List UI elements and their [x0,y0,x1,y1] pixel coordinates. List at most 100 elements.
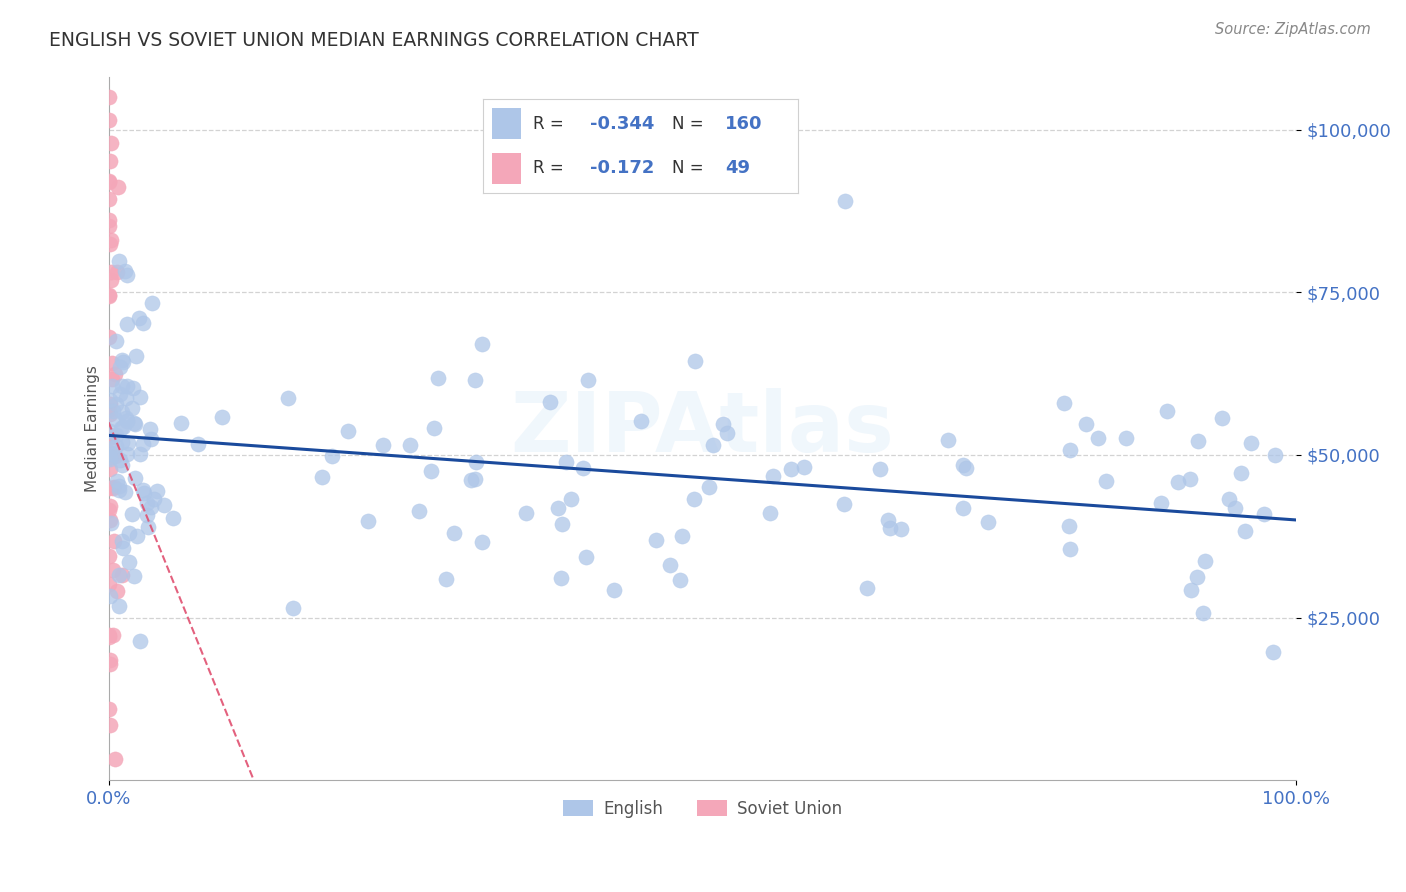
Point [111,568,134,582]
Point [110,435,132,450]
Point [471,336,494,351]
Point [1057,519,1080,533]
Point [100,233,122,247]
Point [187,437,209,451]
Point [869,461,891,475]
Point [464,373,486,387]
Point [135,508,157,522]
Point [98,89,121,103]
Point [98,513,121,527]
Point [575,550,598,565]
Point [132,316,155,330]
Point [1087,431,1109,445]
Point [98,718,121,732]
Point [121,401,143,416]
Point [856,581,879,595]
Point [98,631,121,645]
Point [110,353,132,368]
Point [141,295,163,310]
Point [283,600,305,615]
Point [132,437,155,451]
Point [834,194,856,208]
Point [101,429,124,443]
Point [336,424,359,438]
Point [115,317,138,331]
Point [112,420,135,434]
Point [98,445,121,459]
Point [832,497,855,511]
Point [124,349,146,363]
Point [139,500,162,514]
Point [122,569,145,583]
Point [464,472,486,486]
Point [112,541,135,555]
Point [793,460,815,475]
Point [630,414,652,428]
Point [115,446,138,460]
Point [515,506,537,520]
Point [100,136,122,150]
Point [143,491,166,506]
Point [538,394,561,409]
Text: ZIPAtlas: ZIPAtlas [510,388,894,469]
Text: Source: ZipAtlas.com: Source: ZipAtlas.com [1215,22,1371,37]
Point [103,563,125,577]
Point [103,628,125,642]
Point [122,381,145,395]
Point [103,404,125,418]
Point [98,503,121,517]
Point [682,491,704,506]
Point [98,237,121,252]
Point [671,528,693,542]
Point [98,403,121,417]
Point [976,515,998,529]
Point [104,368,127,382]
Point [471,535,494,549]
Point [107,568,129,582]
Point [128,634,150,648]
Point [111,405,134,419]
Point [103,479,125,493]
Point [572,460,595,475]
Point [1192,607,1215,621]
Point [98,213,121,227]
Point [890,522,912,536]
Point [1211,410,1233,425]
Point [111,458,134,472]
Point [1149,496,1171,510]
Point [211,409,233,424]
Text: ENGLISH VS SOVIET UNION MEDIAN EARNINGS CORRELATION CHART: ENGLISH VS SOVIET UNION MEDIAN EARNINGS … [49,31,699,50]
Point [399,438,422,452]
Point [697,480,720,494]
Point [1253,507,1275,521]
Point [1218,491,1240,506]
Point [371,438,394,452]
Point [105,334,128,348]
Point [952,458,974,472]
Point [170,416,193,430]
Point [98,289,121,303]
Legend: English, Soviet Union: English, Soviet Union [557,793,848,825]
Point [659,558,682,572]
Point [122,416,145,430]
Point [460,473,482,487]
Point [1187,434,1209,448]
Point [101,379,124,393]
Point [1156,403,1178,417]
Point [426,371,449,385]
Point [146,484,169,499]
Point [117,436,139,450]
Point [547,500,569,515]
Point [117,268,139,283]
Point [98,481,121,495]
Point [98,113,121,128]
Point [110,359,132,374]
Point [1095,474,1118,488]
Point [98,175,121,189]
Point [879,521,901,535]
Point [162,511,184,525]
Point [107,474,129,488]
Point [110,421,132,435]
Point [100,462,122,476]
Point [124,471,146,485]
